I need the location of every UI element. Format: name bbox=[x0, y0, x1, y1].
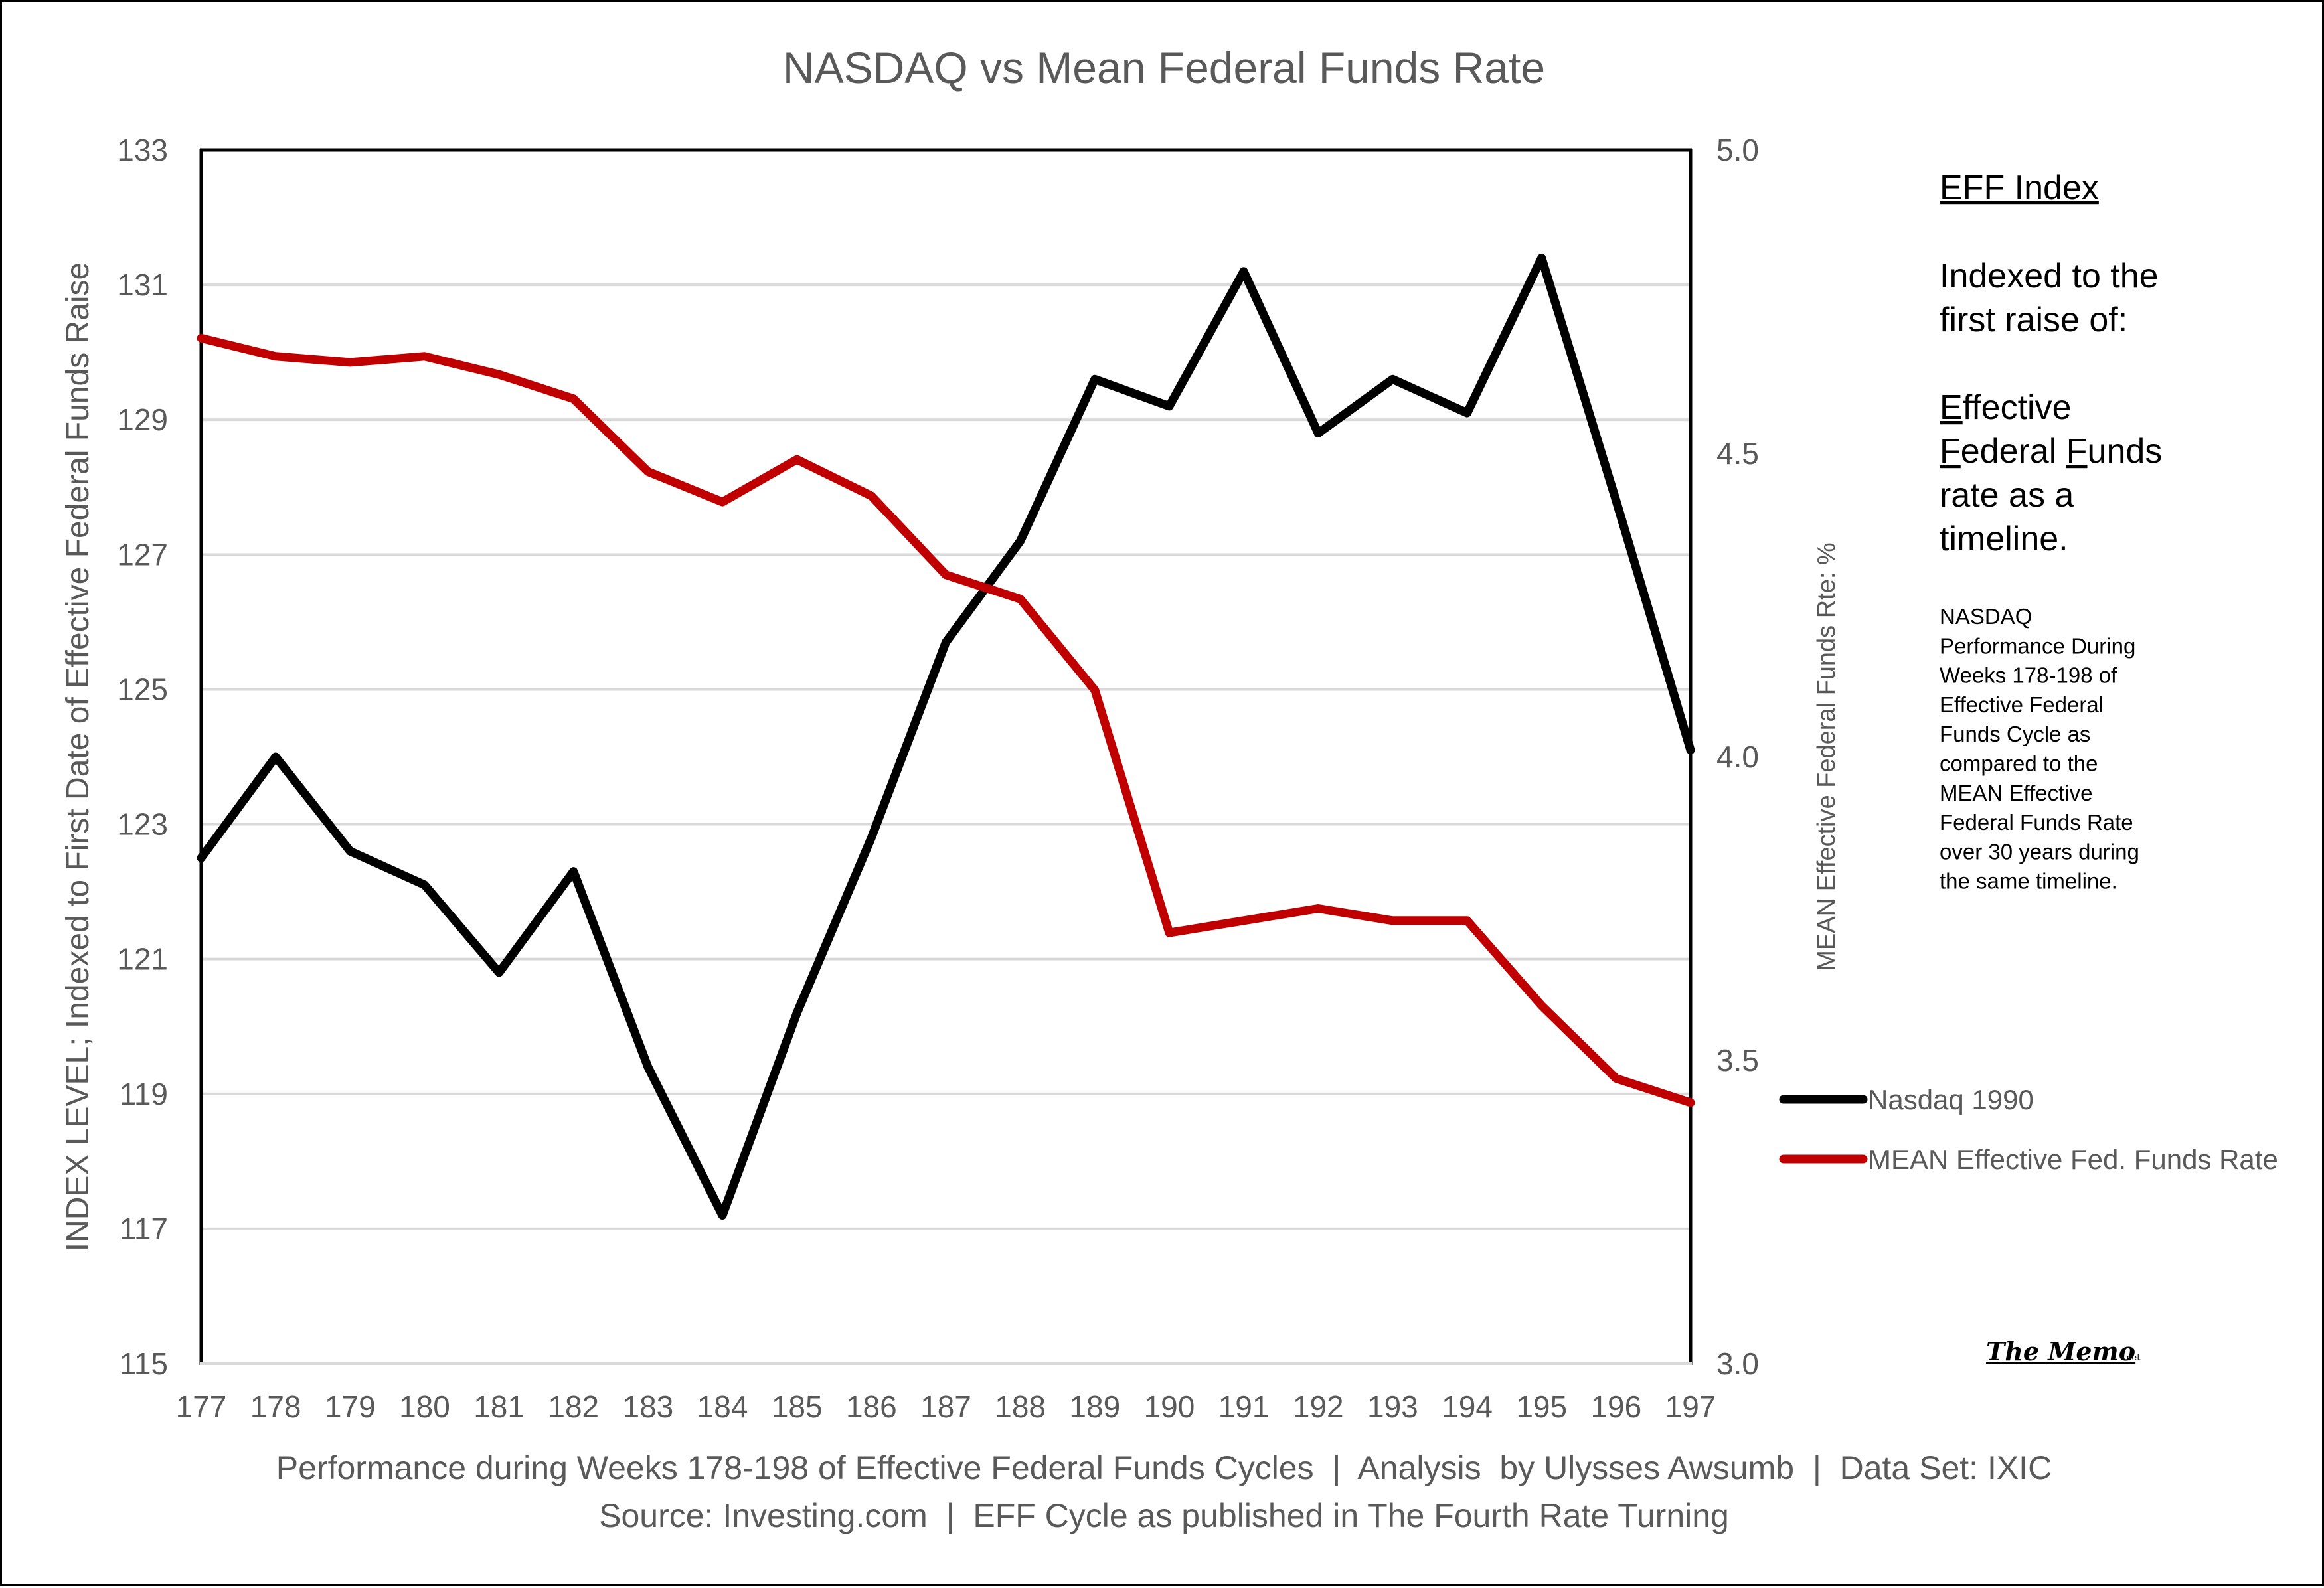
x-tick-label-18: 195 bbox=[1516, 1390, 1567, 1424]
notes-description: NASDAQ Performance During Weeks 178-198 of… bbox=[1940, 604, 2139, 894]
left-tick-label-1: 117 bbox=[120, 1212, 168, 1246]
right-axis-ticks: 3.0 3.5 4.0 4.5 5.0 bbox=[1716, 133, 1759, 1381]
left-tick-label-8: 131 bbox=[117, 268, 168, 302]
logo: The Memo .net bbox=[1986, 1336, 2141, 1366]
series-line-0 bbox=[197, 253, 1695, 1220]
right-tick-label-1: 3.5 bbox=[1716, 1043, 1759, 1077]
left-tick-label-2: 119 bbox=[120, 1077, 168, 1111]
notes-effective-line: Effective bbox=[1940, 388, 2071, 427]
notes-timeline-line: timeline. bbox=[1940, 520, 2068, 558]
axes bbox=[199, 148, 1693, 1365]
x-tick-label-3: 180 bbox=[399, 1390, 450, 1424]
y-axis-label-right: MEAN Effective Federal Funds Rte: % bbox=[1813, 542, 1841, 971]
left-tick-label-9: 133 bbox=[117, 133, 168, 167]
logo-suffix: .net bbox=[2123, 1353, 2141, 1363]
notes-small-line-5: compared to the bbox=[1940, 752, 2098, 776]
left-axis-ticks: 115 117 119 121 123 125 127 129 131 133 bbox=[117, 133, 168, 1381]
caption-line-1: Performance during Weeks 178-198 of Effe… bbox=[276, 1449, 2052, 1486]
legend: Nasdaq 1990 MEAN Effective Fed. Funds Rat… bbox=[1779, 1084, 2278, 1175]
notes-rate-line: rate as a bbox=[1940, 476, 2074, 515]
side-notes: EFF Index Indexed to the first raise of:… bbox=[1940, 169, 2162, 894]
left-tick-label-6: 127 bbox=[117, 537, 168, 572]
chart-title: NASDAQ vs Mean Federal Funds Rate bbox=[783, 43, 1545, 92]
left-tick-label-7: 129 bbox=[117, 402, 168, 437]
x-tick-label-4: 181 bbox=[473, 1390, 525, 1424]
right-tick-label-2: 4.0 bbox=[1716, 740, 1759, 774]
x-tick-label-19: 196 bbox=[1590, 1390, 1641, 1424]
notes-small-line-8: over 30 years during bbox=[1940, 839, 2139, 864]
notes-heading: EFF Index bbox=[1940, 169, 2099, 207]
x-tick-label-0: 177 bbox=[176, 1390, 227, 1424]
gridlines bbox=[201, 149, 1691, 1365]
notes-small-line-2: Weeks 178-198 of bbox=[1940, 663, 2117, 688]
right-tick-label-4: 5.0 bbox=[1716, 133, 1759, 167]
notes-indexed-line-1: Indexed to the bbox=[1940, 257, 2159, 295]
x-tick-label-6: 183 bbox=[623, 1390, 674, 1424]
x-tick-label-7: 184 bbox=[697, 1390, 748, 1424]
notes-small-line-9: the same timeline. bbox=[1940, 869, 2117, 894]
x-tick-label-16: 193 bbox=[1367, 1390, 1418, 1424]
x-tick-label-13: 190 bbox=[1144, 1390, 1195, 1424]
notes-small-line-1: Performance During bbox=[1940, 633, 2135, 658]
y-axis-label-left: INDEX LEVEL; Indexed to First Date of Ef… bbox=[60, 262, 96, 1251]
x-tick-label-2: 179 bbox=[325, 1390, 376, 1424]
left-tick-label-0: 115 bbox=[120, 1346, 168, 1381]
right-tick-label-0: 3.0 bbox=[1716, 1346, 1759, 1381]
x-tick-label-15: 192 bbox=[1293, 1390, 1344, 1424]
legend-label-1: MEAN Effective Fed. Funds Rate bbox=[1868, 1144, 2278, 1175]
x-tick-label-14: 191 bbox=[1218, 1390, 1270, 1424]
legend-label-0: Nasdaq 1990 bbox=[1868, 1084, 2034, 1115]
notes-federal-funds-line: Federal Funds bbox=[1940, 432, 2162, 471]
x-axis-ticks: 177 178 179 180 181 182 183 184 185 186 187 188 189 1… bbox=[176, 1390, 1716, 1424]
left-tick-label-5: 125 bbox=[117, 672, 168, 706]
series-line-1 bbox=[197, 333, 1695, 1107]
series-lines bbox=[197, 253, 1695, 1220]
notes-small-line-7: Federal Funds Rate bbox=[1940, 810, 2133, 834]
left-tick-label-3: 121 bbox=[117, 942, 168, 977]
x-tick-label-9: 186 bbox=[846, 1390, 897, 1424]
right-tick-label-3: 4.5 bbox=[1716, 436, 1759, 471]
x-tick-label-5: 182 bbox=[548, 1390, 599, 1424]
left-tick-label-4: 123 bbox=[117, 807, 168, 842]
notes-indexed-line-2: first raise of: bbox=[1940, 301, 2127, 339]
x-tick-label-12: 189 bbox=[1069, 1390, 1120, 1424]
x-tick-label-17: 194 bbox=[1442, 1390, 1493, 1424]
x-tick-label-1: 178 bbox=[250, 1390, 301, 1424]
notes-small-line-3: Effective Federal bbox=[1940, 692, 2104, 717]
x-tick-label-10: 187 bbox=[920, 1390, 971, 1424]
x-tick-label-20: 197 bbox=[1665, 1390, 1716, 1424]
notes-small-line-4: Funds Cycle as bbox=[1940, 722, 2090, 746]
caption-line-2: Source: Investing.com | EFF Cycle as pub… bbox=[599, 1497, 1729, 1534]
logo-text: The Memo bbox=[1986, 1336, 2135, 1366]
x-tick-label-11: 188 bbox=[995, 1390, 1046, 1424]
x-tick-label-8: 185 bbox=[772, 1390, 823, 1424]
notes-small-line-6: MEAN Effective bbox=[1940, 781, 2092, 805]
notes-small-line-0: NASDAQ bbox=[1940, 604, 2032, 629]
